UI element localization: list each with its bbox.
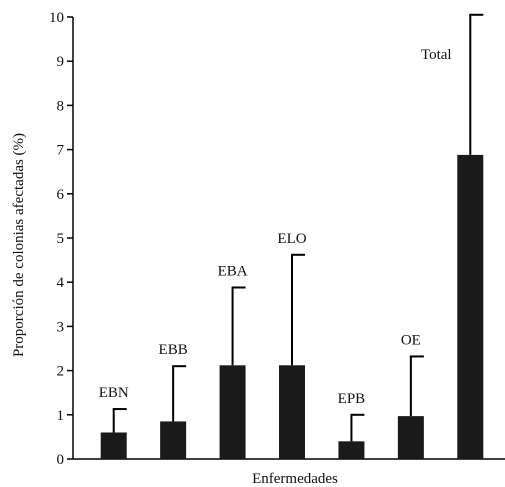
x-axis-title: Enfermedades [252, 471, 338, 487]
bar-total [457, 154, 484, 460]
bar-label-oe: OE [401, 332, 421, 348]
bar-label-epb: EPB [338, 391, 366, 407]
bar-label-elo: ELO [277, 231, 306, 247]
error-bars [112, 13, 484, 442]
y-tick-label: 4 [57, 275, 65, 291]
y-tick-label: 10 [49, 10, 64, 26]
error-bar-epb [350, 413, 365, 442]
bar-label-eba: EBA [218, 264, 248, 280]
bar-eba [219, 365, 246, 459]
y-axis-title: Proporción de colonias afectadas (%) [11, 133, 27, 357]
error-bar-ebn [112, 408, 127, 433]
y-tick-label: 8 [57, 98, 65, 114]
bar-ebb [160, 421, 187, 459]
bar-labels: EBN EBB EBA ELO EPB OE Total [99, 47, 452, 407]
bar-oe [397, 416, 424, 459]
y-tick-label: 2 [57, 364, 65, 380]
y-axis: 0 1 2 3 4 5 6 7 8 9 10 [49, 10, 74, 468]
bar-label-ebn: EBN [99, 385, 129, 401]
y-tick-label: 3 [57, 319, 65, 335]
bar-label-total: Total [421, 47, 452, 63]
error-bar-eba [231, 286, 246, 366]
y-tick-label: 0 [57, 452, 65, 468]
error-bar-elo [291, 253, 305, 366]
error-bar-ebb [172, 365, 187, 422]
error-bar-total [469, 13, 484, 155]
bars [100, 154, 484, 460]
error-bar-oe [409, 355, 424, 417]
y-tick-label: 1 [57, 408, 65, 424]
y-tick-label: 6 [57, 187, 65, 203]
bar-label-ebb: EBB [159, 342, 188, 358]
bar-epb [338, 441, 365, 459]
bar-elo [279, 365, 305, 459]
y-tick-label: 7 [57, 143, 65, 159]
y-tick-label: 5 [57, 231, 65, 247]
y-tick-label: 9 [57, 54, 65, 70]
bar-ebn [100, 432, 127, 459]
